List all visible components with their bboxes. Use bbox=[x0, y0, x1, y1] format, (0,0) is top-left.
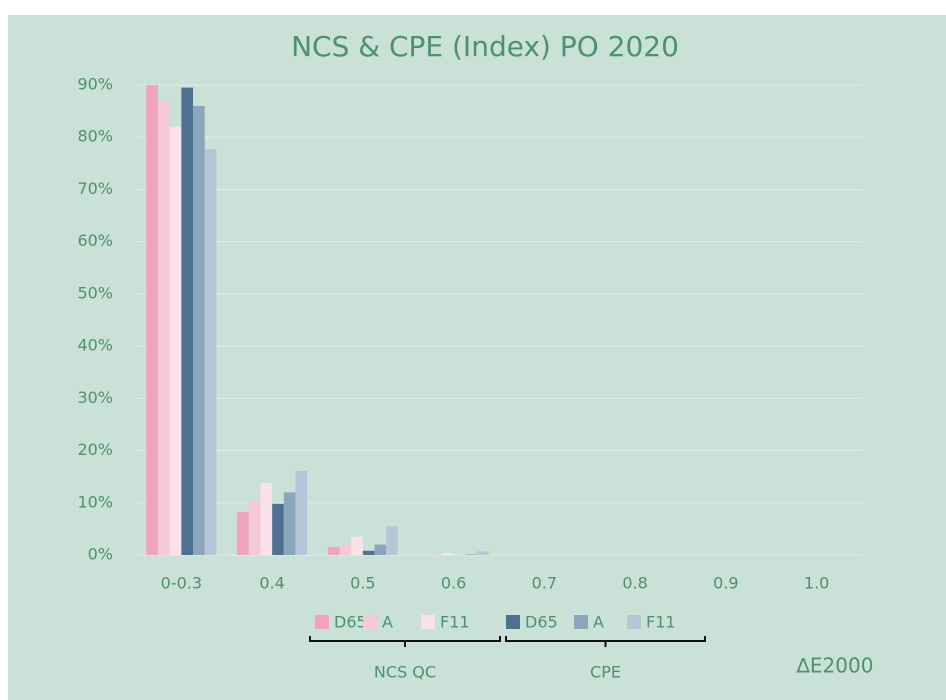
legend-swatch bbox=[627, 615, 641, 629]
legend-swatch bbox=[506, 615, 520, 629]
legend-swatch bbox=[574, 615, 588, 629]
bar bbox=[441, 552, 454, 555]
y-tick-label: 40% bbox=[77, 336, 113, 355]
bar bbox=[476, 551, 489, 555]
legend-swatch bbox=[315, 615, 329, 629]
bar bbox=[237, 512, 249, 555]
y-tick-label: 70% bbox=[77, 179, 113, 198]
legend-bracket bbox=[309, 636, 501, 647]
y-tick-label: 50% bbox=[77, 283, 113, 302]
y-tick-label: 60% bbox=[77, 231, 113, 250]
legend-group-label: NCS QC bbox=[374, 663, 436, 682]
bar bbox=[181, 87, 194, 555]
y-tick-label: 0% bbox=[88, 545, 113, 564]
legend-swatch bbox=[363, 615, 377, 629]
bar bbox=[351, 536, 363, 555]
x-tick-label: 0.8 bbox=[622, 574, 647, 593]
legend-swatch bbox=[421, 615, 435, 629]
bar bbox=[386, 526, 398, 555]
x-tick-label: 0.4 bbox=[259, 574, 284, 593]
bar bbox=[260, 482, 273, 555]
legend-label: D65 bbox=[334, 613, 367, 632]
y-tick-label: 30% bbox=[77, 388, 113, 407]
x-tick-label: 0-0.3 bbox=[161, 574, 202, 593]
bar bbox=[295, 470, 308, 555]
legend-label: F11 bbox=[646, 613, 676, 632]
bar bbox=[327, 547, 340, 555]
bar bbox=[430, 554, 442, 555]
bar bbox=[169, 126, 182, 556]
y-tick-label: 20% bbox=[77, 440, 113, 459]
legend-label: A bbox=[593, 613, 604, 632]
chart-title: NCS & CPE (Index) PO 2020 bbox=[291, 30, 679, 63]
x-tick-label: 0.6 bbox=[441, 574, 466, 593]
y-tick-label: 90% bbox=[77, 75, 113, 94]
bar bbox=[339, 544, 352, 555]
bar bbox=[272, 503, 284, 555]
bar bbox=[465, 554, 477, 555]
bar bbox=[146, 85, 159, 555]
legend-label: F11 bbox=[440, 613, 470, 632]
legend-group-label: CPE bbox=[590, 663, 621, 682]
y-tick-label: 10% bbox=[77, 492, 113, 511]
legend-bracket bbox=[505, 636, 706, 647]
bar bbox=[204, 149, 217, 555]
bar bbox=[374, 544, 387, 555]
bar bbox=[158, 100, 170, 556]
bar bbox=[193, 105, 205, 555]
bar bbox=[283, 492, 296, 555]
x-tick-label: 0.7 bbox=[532, 574, 557, 593]
legend-label: A bbox=[382, 613, 393, 632]
x-axis-label: ∆E2000 bbox=[796, 654, 874, 678]
x-tick-label: 0.5 bbox=[350, 574, 375, 593]
legend-label: D65 bbox=[525, 613, 558, 632]
bar bbox=[248, 501, 261, 555]
bar bbox=[362, 550, 375, 555]
y-tick-label: 80% bbox=[77, 127, 113, 146]
x-tick-label: 1.0 bbox=[804, 574, 829, 593]
x-tick-label: 0.9 bbox=[713, 574, 738, 593]
